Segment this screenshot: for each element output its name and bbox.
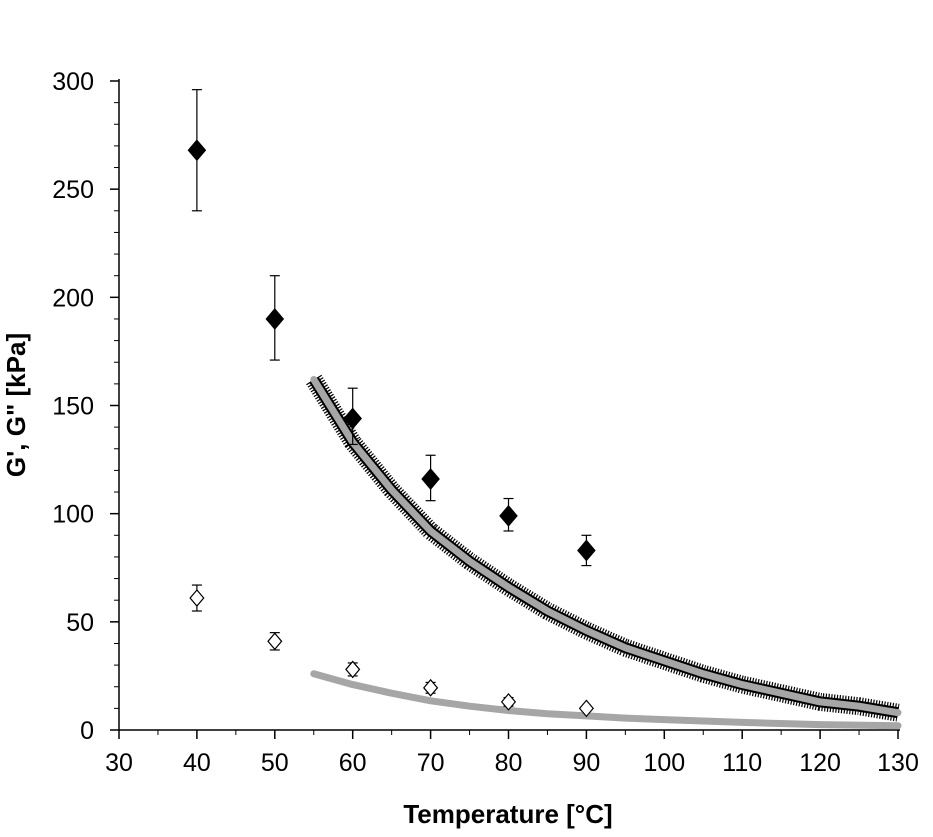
filled-diamond-marker <box>499 504 518 527</box>
open-diamond-marker <box>423 678 439 697</box>
x-tick-label: 70 <box>417 749 445 777</box>
fit-curve-2 <box>310 670 902 730</box>
open-diamond-marker <box>267 632 283 651</box>
x-axis-title: Temperature [°C] <box>403 799 612 829</box>
y-tick-label: 0 <box>80 717 94 745</box>
open-diamond-marker <box>345 660 361 679</box>
fit-curve-1 <box>310 376 902 717</box>
x-tick-label: 30 <box>105 749 133 777</box>
filled-diamond-marker <box>187 139 207 162</box>
y-axis-title: G', G" [kPa] <box>1 333 31 477</box>
x-tick-label: 100 <box>643 749 685 777</box>
x-tick-label: 60 <box>339 749 367 777</box>
filled-diamond-marker <box>265 308 285 330</box>
x-tick-label: 110 <box>722 749 762 777</box>
y-tick-label: 200 <box>52 284 94 312</box>
y-tick-label: 100 <box>52 501 94 529</box>
open-diamond-marker <box>189 589 205 607</box>
open-diamond-marker <box>500 692 517 711</box>
data-markers <box>187 89 596 718</box>
x-tick-label: 80 <box>495 749 523 777</box>
fit-curve-outline <box>309 376 899 719</box>
y-tick-label: 50 <box>66 609 94 637</box>
x-tick-label: 40 <box>183 749 211 777</box>
x-tick-label: 90 <box>572 749 600 777</box>
filled-diamond-marker <box>577 539 596 562</box>
x-tick-label: 50 <box>261 749 289 777</box>
y-tick-label: 150 <box>52 393 94 421</box>
x-tick-label: 120 <box>799 749 841 777</box>
filled-diamond-marker <box>343 407 362 430</box>
axes <box>110 79 900 739</box>
tick-labels: 0 50 100 150 200 250 300 30 40 50 60 70 80 90 100 110 12… <box>52 68 919 777</box>
x-tick-label: 130 <box>877 749 919 777</box>
open-diamond-marker <box>578 699 594 718</box>
fit-curve-error-band <box>306 374 900 722</box>
y-tick-label: 250 <box>52 176 94 204</box>
filled-diamond-marker <box>421 468 440 490</box>
y-tick-label: 300 <box>52 68 94 96</box>
fit-curves <box>306 374 902 730</box>
